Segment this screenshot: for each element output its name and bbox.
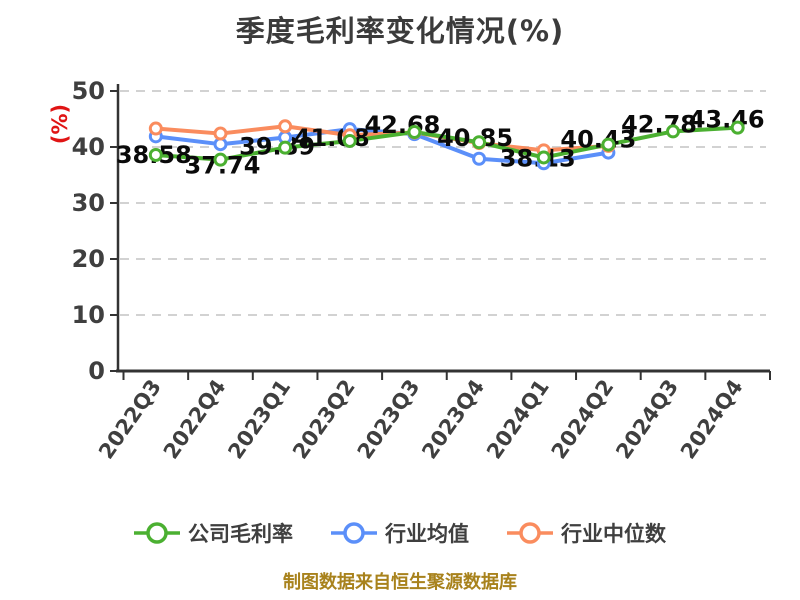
x-axis-tick-label: 2023Q4 [417, 375, 489, 463]
data-point-marker [536, 150, 551, 165]
legend-label: 行业中位数 [561, 522, 666, 546]
x-axis-tick-label: 2024Q3 [611, 375, 683, 463]
legend-item-industry-median[interactable]: 行业中位数 [507, 518, 666, 548]
data-point-marker [278, 140, 293, 155]
y-axis-tick-label: 20 [72, 245, 105, 273]
data-point-marker [601, 137, 616, 152]
legend-marker-industry-average-icon [331, 520, 377, 546]
data-point-marker [278, 119, 293, 134]
data-point-marker [730, 120, 745, 135]
series-line-company [153, 125, 740, 162]
x-axis-tick-label: 2023Q1 [223, 375, 295, 463]
data-point-label: 39.89 [239, 133, 315, 161]
legend-label: 行业均值 [385, 522, 469, 546]
data-point-marker [148, 121, 163, 136]
x-axis-tick-label: 2024Q4 [676, 375, 748, 463]
legend-item-industry-average[interactable]: 行业均值 [331, 518, 469, 548]
legend-label: 公司毛利率 [188, 522, 293, 546]
data-point-label: 43.46 [689, 106, 765, 134]
data-point-marker [472, 151, 487, 166]
y-axis-tick-label: 10 [72, 301, 105, 329]
legend-marker-industry-median-icon [507, 520, 553, 546]
x-axis-tick-label: 2022Q3 [94, 375, 166, 463]
x-axis-tick-label: 2023Q2 [288, 375, 360, 463]
y-axis-tick-label: 30 [72, 189, 105, 217]
data-point-marker [213, 126, 228, 141]
data-source-caption: 制图数据来自恒生聚源数据库 [283, 572, 517, 593]
data-point-marker [148, 147, 163, 162]
legend: 公司毛利率 行业均值 行业中位数 [0, 518, 800, 548]
y-axis-tick-label: 40 [72, 133, 105, 161]
chart-title: 季度毛利率变化情况(%) [235, 14, 565, 48]
data-point-marker [213, 152, 228, 167]
data-point-label: 40.43 [560, 126, 636, 154]
legend-item-company[interactable]: 公司毛利率 [134, 518, 293, 548]
data-point-label: 42.68 [364, 111, 440, 139]
series-line-industry_avg [153, 127, 611, 166]
y-axis-tick-label: 0 [88, 357, 105, 385]
series-line-industry_median [153, 124, 611, 153]
data-point-marker [666, 124, 681, 139]
x-axis-tick-label: 2022Q4 [159, 375, 231, 463]
data-point-label: 41.08 [294, 124, 370, 152]
data-point-marker [342, 133, 357, 148]
x-axis-tick-label: 2023Q3 [353, 375, 425, 463]
data-point-marker [472, 135, 487, 150]
x-axis-tick-label: 2024Q2 [547, 375, 619, 463]
y-axis-tick-label: 50 [72, 77, 105, 105]
legend-marker-company-icon [134, 520, 180, 546]
data-point-marker [407, 124, 422, 139]
data-point-label: 42.78 [621, 110, 697, 138]
x-axis-tick-label: 2024Q1 [482, 375, 554, 463]
